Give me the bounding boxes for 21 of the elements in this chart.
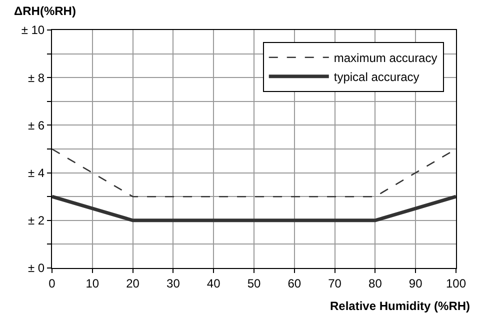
y-tick-label: ± 8 xyxy=(28,70,45,85)
y-tick-label: ± 2 xyxy=(28,214,45,228)
y-tick-label: ± 0 xyxy=(28,261,45,276)
x-tick-label: 50 xyxy=(247,276,261,290)
x-tick-label: 0 xyxy=(48,276,56,290)
y-axis-title: ΔRH(%RH) xyxy=(14,4,76,18)
y-tick-label: ± 4 xyxy=(28,166,45,180)
x-tick-label: 80 xyxy=(368,276,382,290)
y-tick-label: ± 10 xyxy=(21,23,45,38)
legend-label: typical accuracy xyxy=(334,70,420,84)
x-tick-label: 30 xyxy=(166,276,180,290)
x-tick-label: 100 xyxy=(446,276,466,290)
y-tick-label: ± 6 xyxy=(28,118,45,132)
x-tick-label: 90 xyxy=(408,276,423,290)
legend-label: maximum accuracy xyxy=(334,51,438,66)
x-tick-label: 20 xyxy=(126,276,140,290)
x-tick-label: 60 xyxy=(288,276,302,290)
x-tick-label: 40 xyxy=(206,276,221,290)
x-axis-title: Relative Humidity (%RH) xyxy=(330,299,470,313)
x-tick-label: 70 xyxy=(328,276,342,290)
x-tick-label: 10 xyxy=(86,276,100,290)
